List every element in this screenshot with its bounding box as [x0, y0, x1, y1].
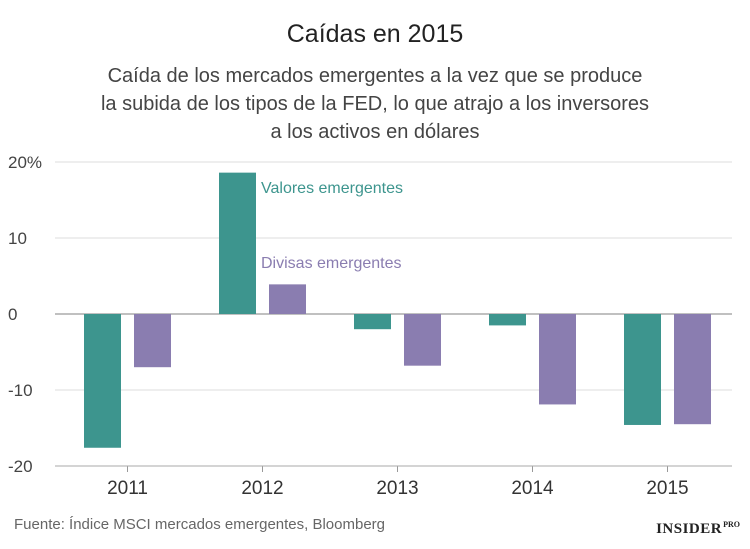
x-tick-label: 2013 [376, 478, 418, 499]
logo-main: INSIDER [656, 521, 723, 537]
bar-valores [624, 314, 661, 425]
y-tick-label: 0 [8, 305, 17, 324]
subtitle-line: Caída de los mercados emergentes a la ve… [107, 65, 643, 87]
bar-divisas [674, 314, 711, 425]
y-tick-label: 20% [8, 153, 42, 172]
bar-divisas [134, 314, 171, 368]
series-label-divisas: Divisas emergentes [261, 255, 402, 272]
bar-divisas [539, 314, 576, 405]
subtitle-line: la subida de los tipos de la FED, lo que… [100, 93, 650, 115]
bar-valores [354, 314, 391, 330]
y-tick-label: -20 [8, 457, 33, 476]
x-tick-label: 2011 [107, 478, 148, 499]
insider-pro-logo: INSIDERPRO [656, 520, 740, 538]
x-tick-label: 2012 [241, 478, 283, 499]
bar-valores [489, 314, 526, 326]
y-tick-label: -10 [8, 381, 33, 400]
bar-divisas [404, 314, 441, 366]
logo-suffix: PRO [723, 520, 740, 529]
x-tick-label: 2014 [511, 478, 554, 499]
bar-valores [219, 172, 256, 314]
chart-title: Caídas en 2015 [286, 20, 464, 48]
bar-divisas [269, 284, 306, 314]
x-tick-label: 2015 [646, 478, 688, 499]
chart-subtitle: Caída de los mercados emergentes a la ve… [70, 62, 680, 146]
bar-valores [84, 314, 121, 448]
subtitle-line: a los activos en dólares [270, 121, 480, 143]
source-note: Fuente: Índice MSCI mercados emergentes,… [14, 516, 386, 533]
y-tick-label: 10 [8, 229, 27, 248]
series-label-valores: Valores emergentes [261, 180, 403, 197]
